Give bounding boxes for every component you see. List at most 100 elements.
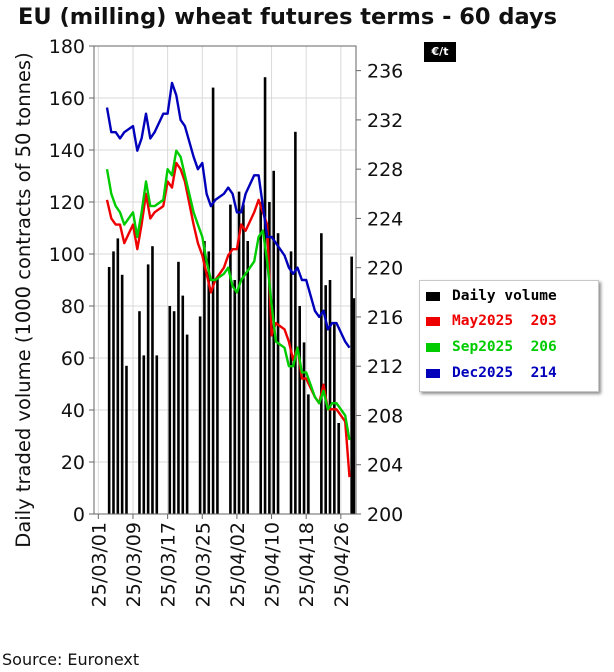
volume-bar	[320, 233, 323, 514]
volume-bar	[229, 204, 232, 514]
legend-swatch-volume	[426, 291, 440, 301]
left-tick-label: 80	[61, 296, 85, 318]
volume-bar	[107, 267, 111, 514]
right-tick-label: 212	[367, 356, 403, 378]
x-tick-label: 25/04/18	[296, 522, 318, 607]
x-tick-label: 25/03/01	[88, 522, 110, 607]
volume-bar	[181, 295, 185, 514]
series-line-sep2025	[105, 149, 351, 441]
volume-bar	[276, 233, 280, 514]
volume-bar	[272, 170, 276, 515]
volume-bar	[259, 202, 263, 514]
volume-bar	[177, 261, 180, 514]
left-tick-label: 160	[49, 88, 85, 110]
volume-bar	[112, 251, 115, 514]
left-axis-ticks: 0 20 40 60 80 100 120 140 160 180	[49, 36, 94, 526]
volume-bar	[146, 264, 150, 514]
volume-bar	[233, 280, 237, 514]
source-note: Source: Euronext	[2, 650, 140, 669]
y-axis-label: Daily traded volume (1000 contracts of 5…	[12, 52, 35, 547]
x-tick-label: 25/03/09	[123, 522, 145, 607]
right-tick-label: 204	[367, 455, 403, 477]
series-line-dec2025	[105, 81, 351, 349]
volume-bar	[242, 204, 245, 514]
volume-bar	[120, 274, 124, 514]
x-tick-label: 25/04/10	[262, 522, 284, 607]
right-tick-label: 232	[367, 110, 403, 132]
volume-bar	[307, 394, 310, 514]
right-tick-label: 224	[367, 208, 403, 230]
legend-label-sep2025: Sep2025	[452, 339, 514, 355]
volume-bar	[198, 316, 202, 514]
unit-badge: €/t	[424, 42, 456, 62]
volume-bar	[211, 87, 215, 514]
plot-frame	[93, 45, 357, 515]
volume-bar	[216, 277, 219, 514]
chart-title: EU (milling) wheat futures terms - 60 da…	[18, 4, 558, 30]
x-axis-ticks: 25/03/01 25/03/09 25/03/17 25/03/25 25/04/02…	[88, 514, 353, 607]
volume-bar	[328, 280, 332, 514]
legend-item-sep2025: Sep2025 206	[426, 336, 557, 358]
legend-swatch-may2025	[426, 316, 440, 326]
volume-bar	[142, 355, 146, 514]
left-tick-label: 100	[49, 244, 85, 266]
left-tick-label: 20	[61, 452, 85, 474]
legend-swatch-dec2025	[426, 368, 440, 378]
volume-bar	[138, 311, 141, 514]
x-tick-label: 25/04/26	[331, 522, 353, 607]
volume-bar	[298, 306, 302, 514]
volume-bar	[302, 342, 306, 514]
right-tick-label: 236	[367, 61, 403, 83]
volume-bar	[151, 246, 154, 514]
volume-bar	[203, 241, 206, 514]
volume-bar	[350, 256, 353, 514]
volume-bar	[237, 191, 241, 514]
legend-item-may2025: May2025 203	[426, 310, 557, 332]
legend-value-may2025: 203	[530, 313, 557, 329]
volume-bar	[155, 355, 159, 514]
legend: Daily volume May2025 203 Sep2025 206 Dec…	[419, 280, 599, 392]
volume-bar	[207, 251, 211, 514]
volume-bar	[333, 324, 336, 514]
right-tick-label: 200	[367, 504, 403, 526]
left-tick-label: 140	[49, 140, 85, 162]
left-tick-label: 120	[49, 192, 85, 214]
volume-bar	[352, 298, 356, 514]
x-tick-label: 25/04/02	[227, 522, 249, 607]
volume-bar	[116, 238, 120, 514]
series-line-may2025	[105, 161, 351, 478]
volume-bar	[246, 241, 250, 514]
legend-value-dec2025: 214	[530, 365, 557, 381]
right-axis-ticks: 200 204 208 212 216 220 224 228 232 236	[356, 61, 403, 526]
right-tick-label: 220	[367, 258, 403, 280]
left-tick-label: 40	[61, 400, 85, 422]
volume-bar	[172, 311, 176, 514]
left-tick-label: 180	[49, 36, 85, 58]
price-lines	[105, 81, 351, 478]
volume-bar	[263, 77, 267, 514]
left-tick-label: 0	[73, 504, 85, 526]
legend-label-dec2025: Dec2025	[452, 365, 514, 381]
left-tick-label: 60	[61, 348, 85, 370]
legend-item-volume: Daily volume	[426, 285, 557, 307]
right-tick-label: 228	[367, 159, 403, 181]
x-tick-label: 25/03/25	[192, 522, 214, 607]
volume-bar	[125, 365, 128, 514]
volume-bar	[289, 251, 293, 514]
volume-bar	[294, 131, 297, 515]
volume-bar	[168, 306, 172, 514]
legend-value-sep2025: 206	[530, 339, 557, 355]
volume-bar	[185, 334, 189, 514]
x-tick-label: 25/03/17	[158, 522, 180, 607]
legend-label-volume: Daily volume	[452, 288, 557, 304]
legend-label-may2025: May2025	[452, 313, 514, 329]
volume-bar	[268, 202, 271, 514]
grid-lines	[94, 45, 356, 515]
legend-item-dec2025: Dec2025 214	[426, 362, 557, 384]
volume-bar	[337, 423, 340, 514]
right-tick-label: 208	[367, 405, 403, 427]
right-tick-label: 216	[367, 307, 403, 329]
volume-bars	[107, 77, 356, 515]
legend-swatch-sep2025	[426, 342, 440, 352]
